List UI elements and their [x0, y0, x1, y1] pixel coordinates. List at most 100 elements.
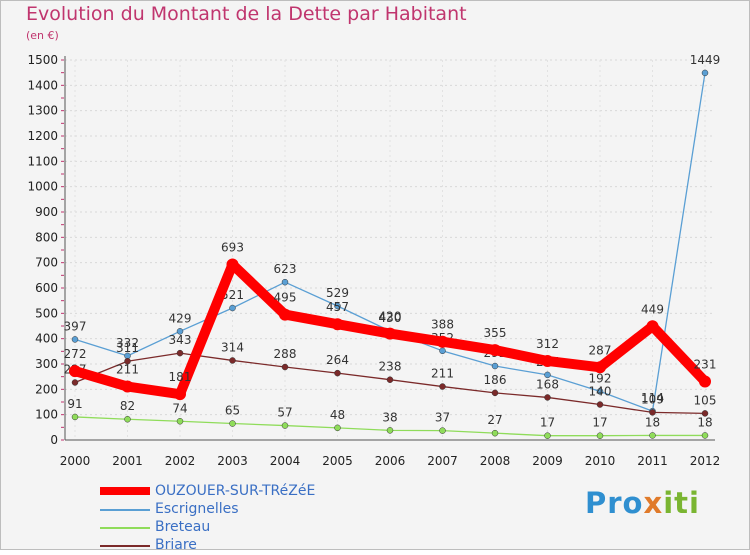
data-point [596, 432, 604, 439]
data-label: 38 [382, 410, 397, 424]
y-tick-label: 0 [50, 433, 58, 447]
legend-label-breteau: Breteau [155, 519, 211, 535]
x-tick-label: 2002 [165, 454, 196, 468]
data-point [331, 318, 344, 331]
legend-swatch-escrignelles [100, 509, 150, 511]
data-point [541, 354, 554, 367]
x-tick-label: 2005 [322, 454, 353, 468]
legend-label-briare: Briare [155, 537, 197, 553]
data-label: 314 [221, 340, 244, 354]
data-point [176, 328, 184, 335]
y-tick-label: 700 [35, 256, 58, 270]
data-point [701, 410, 709, 417]
data-label: 74 [172, 401, 187, 415]
data-point [439, 427, 446, 434]
data-point [229, 357, 236, 364]
x-tick-label: 2010 [585, 454, 616, 468]
data-point [439, 347, 446, 355]
data-label: 312 [536, 337, 559, 351]
data-point [229, 304, 236, 312]
x-tick-label: 2011 [637, 454, 668, 468]
data-point [226, 258, 239, 271]
x-tick-label: 2006 [375, 454, 406, 468]
data-label: 211 [431, 367, 454, 381]
proxiti-logo: Proxiti [585, 486, 700, 520]
data-label: 168 [536, 377, 559, 391]
data-point [121, 380, 134, 393]
y-tick-label: 1400 [27, 78, 58, 92]
data-point [69, 365, 81, 378]
y-tick-label: 200 [35, 382, 58, 396]
data-label: 192 [589, 371, 612, 385]
data-point [334, 424, 341, 432]
data-point [491, 389, 499, 397]
data-point [649, 432, 656, 439]
data-point [174, 388, 186, 401]
data-label: 430 [379, 311, 402, 325]
data-label: 17 [592, 416, 607, 430]
data-label: 231 [694, 357, 717, 371]
data-point [386, 376, 394, 383]
data-point [384, 327, 396, 340]
x-tick-label: 2007 [427, 454, 458, 468]
data-point [124, 415, 131, 423]
x-tick-label: 2012 [690, 454, 721, 468]
data-point [439, 383, 446, 390]
data-point [596, 388, 604, 395]
data-label: 429 [169, 311, 192, 325]
x-tick-label: 2008 [480, 454, 511, 468]
data-point [491, 429, 499, 437]
y-tick-label: 800 [35, 230, 58, 244]
y-tick-label: 1000 [27, 180, 58, 194]
legend-swatch-ouzouer [100, 487, 150, 495]
data-point [124, 357, 131, 365]
data-point [701, 432, 709, 439]
data-point [279, 308, 291, 321]
data-point [649, 409, 656, 416]
data-label: 82 [120, 399, 135, 413]
y-tick-label: 1200 [27, 129, 58, 143]
data-label: 332 [116, 336, 139, 350]
data-label: 397 [64, 319, 87, 333]
y-tick-label: 300 [35, 357, 58, 371]
legend-swatch-briare [100, 545, 150, 547]
data-label: 37 [435, 411, 450, 425]
data-point [646, 320, 659, 333]
x-tick-label: 2000 [60, 454, 91, 468]
data-label: 186 [484, 373, 507, 387]
data-point [436, 335, 449, 348]
data-label: 311 [116, 341, 139, 355]
data-point [544, 371, 551, 379]
data-label: 18 [697, 415, 712, 429]
logo-part-1: Pro [585, 486, 644, 520]
y-tick-label: 900 [35, 205, 58, 219]
data-label: 91 [67, 397, 82, 411]
x-tick-label: 2001 [112, 454, 143, 468]
x-tick-label: 2009 [532, 454, 563, 468]
legend-label-ouzouer: OUZOUER-SUR-TRéZéE [155, 483, 316, 499]
data-label: 238 [379, 360, 402, 374]
data-label: 420 [379, 310, 402, 324]
data-label: 181 [169, 370, 192, 384]
x-tick-label: 2003 [217, 454, 248, 468]
chart-subtitle: (en €) [26, 29, 59, 42]
y-tick-label: 100 [35, 408, 58, 422]
y-tick-label: 500 [35, 306, 58, 320]
logo-part-3: iti [663, 486, 700, 520]
legend-swatch-breteau [100, 527, 150, 529]
data-label: 109 [641, 392, 664, 406]
x-tick-label: 2004 [270, 454, 301, 468]
data-point [229, 420, 236, 427]
data-label: 623 [274, 262, 297, 276]
data-point [386, 427, 394, 434]
y-tick-label: 1100 [27, 154, 58, 168]
data-label: 288 [274, 347, 297, 361]
y-tick-label: 1500 [27, 53, 58, 67]
data-point [281, 363, 289, 371]
data-label: 17 [540, 416, 555, 430]
data-point [544, 432, 551, 439]
y-tick-label: 600 [35, 281, 58, 295]
data-label: 272 [64, 347, 87, 361]
data-label: 388 [431, 318, 454, 332]
